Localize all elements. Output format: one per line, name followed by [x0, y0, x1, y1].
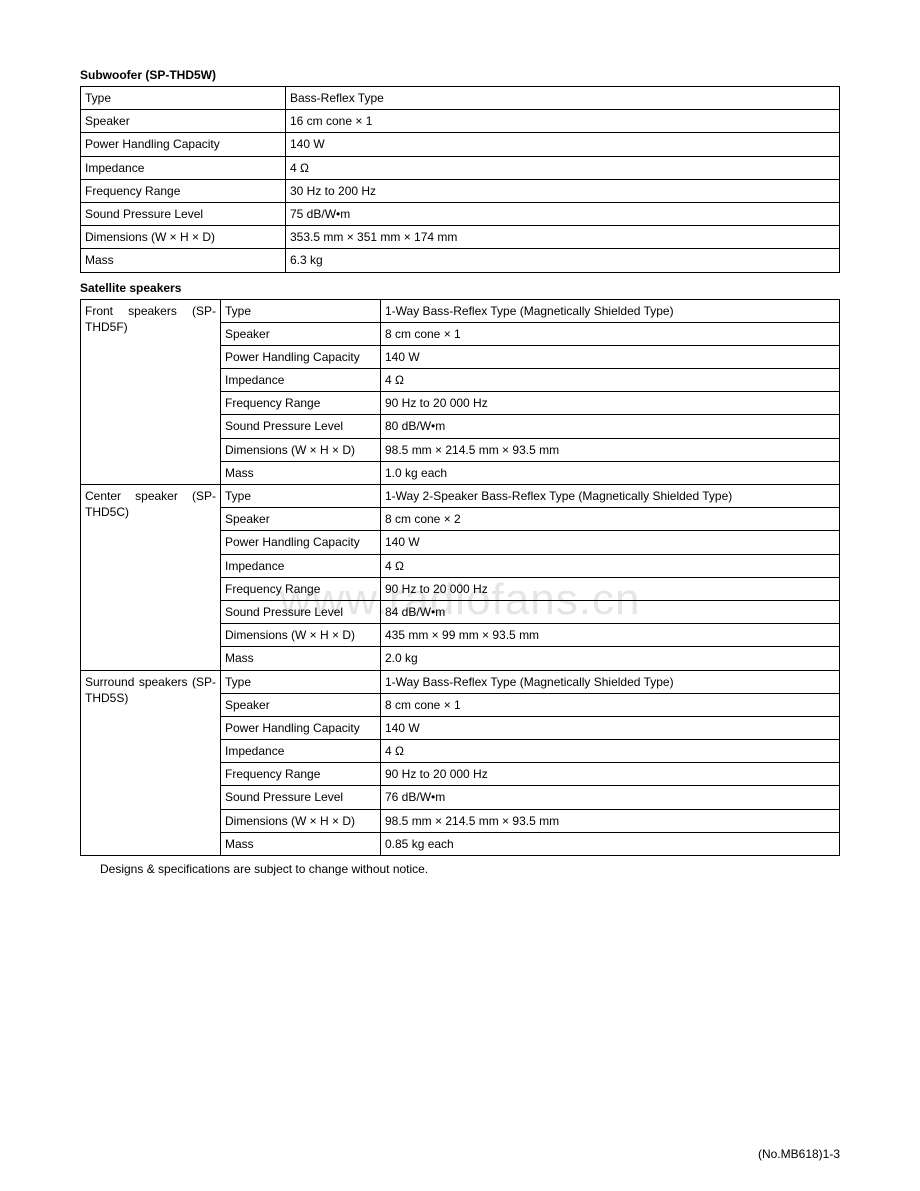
page-number: (No.MB618)1-3: [758, 1147, 840, 1161]
spec-label: Mass: [221, 461, 381, 484]
table-row: Surround speakers (SP-THD5S)Type1-Way Ba…: [81, 670, 840, 693]
spec-label: Type: [81, 87, 286, 110]
spec-label: Sound Pressure Level: [221, 786, 381, 809]
subwoofer-title: Subwoofer (SP-THD5W): [80, 68, 840, 82]
spec-value: 90 Hz to 20 000 Hz: [381, 392, 840, 415]
spec-label: Impedance: [221, 554, 381, 577]
spec-value: 8 cm cone × 2: [381, 508, 840, 531]
spec-label: Power Handling Capacity: [81, 133, 286, 156]
satellite-title: Satellite speakers: [80, 281, 840, 295]
table-row: Power Handling Capacity140 W: [81, 133, 840, 156]
spec-label: Sound Pressure Level: [221, 415, 381, 438]
spec-value: 16 cm cone × 1: [286, 110, 840, 133]
spec-value: 98.5 mm × 214.5 mm × 93.5 mm: [381, 809, 840, 832]
spec-value: 6.3 kg: [286, 249, 840, 272]
spec-value: 140 W: [286, 133, 840, 156]
spec-label: Impedance: [81, 156, 286, 179]
spec-label: Impedance: [221, 369, 381, 392]
spec-value: 76 dB/W•m: [381, 786, 840, 809]
spec-value: 90 Hz to 20 000 Hz: [381, 577, 840, 600]
spec-value: 4 Ω: [381, 740, 840, 763]
spec-value: 8 cm cone × 1: [381, 693, 840, 716]
spec-label: Sound Pressure Level: [81, 202, 286, 225]
spec-label: Speaker: [221, 508, 381, 531]
speaker-group-label: Surround speakers (SP-THD5S): [81, 670, 221, 856]
spec-value: 140 W: [381, 716, 840, 739]
spec-label: Dimensions (W × H × D): [221, 624, 381, 647]
spec-label: Speaker: [221, 322, 381, 345]
spec-value: 75 dB/W•m: [286, 202, 840, 225]
spec-value: 1-Way Bass-Reflex Type (Magnetically Shi…: [381, 299, 840, 322]
subwoofer-table: TypeBass-Reflex TypeSpeaker16 cm cone × …: [80, 86, 840, 273]
spec-value: 435 mm × 99 mm × 93.5 mm: [381, 624, 840, 647]
table-row: Speaker16 cm cone × 1: [81, 110, 840, 133]
table-row: Center speaker (SP-THD5C)Type1-Way 2-Spe…: [81, 485, 840, 508]
spec-value: 1-Way 2-Speaker Bass-Reflex Type (Magnet…: [381, 485, 840, 508]
spec-value: 353.5 mm × 351 mm × 174 mm: [286, 226, 840, 249]
spec-value: 140 W: [381, 531, 840, 554]
spec-value: 2.0 kg: [381, 647, 840, 670]
spec-label: Frequency Range: [81, 179, 286, 202]
spec-label: Frequency Range: [221, 392, 381, 415]
spec-value: 1.0 kg each: [381, 461, 840, 484]
spec-label: Power Handling Capacity: [221, 531, 381, 554]
spec-label: Speaker: [221, 693, 381, 716]
spec-label: Dimensions (W × H × D): [81, 226, 286, 249]
spec-label: Power Handling Capacity: [221, 716, 381, 739]
spec-value: Bass-Reflex Type: [286, 87, 840, 110]
spec-label: Power Handling Capacity: [221, 345, 381, 368]
spec-value: 1-Way Bass-Reflex Type (Magnetically Shi…: [381, 670, 840, 693]
spec-value: 30 Hz to 200 Hz: [286, 179, 840, 202]
spec-value: 80 dB/W•m: [381, 415, 840, 438]
spec-label: Dimensions (W × H × D): [221, 438, 381, 461]
spec-value: 8 cm cone × 1: [381, 322, 840, 345]
table-row: Impedance4 Ω: [81, 156, 840, 179]
speaker-group-label: Front speakers (SP-THD5F): [81, 299, 221, 485]
spec-label: Type: [221, 299, 381, 322]
speaker-group-label: Center speaker (SP-THD5C): [81, 485, 221, 671]
table-row: Mass6.3 kg: [81, 249, 840, 272]
spec-label: Frequency Range: [221, 577, 381, 600]
table-row: Front speakers (SP-THD5F)Type1-Way Bass-…: [81, 299, 840, 322]
spec-value: 84 dB/W•m: [381, 600, 840, 623]
spec-label: Mass: [221, 832, 381, 855]
table-row: Sound Pressure Level75 dB/W•m: [81, 202, 840, 225]
table-row: TypeBass-Reflex Type: [81, 87, 840, 110]
spec-label: Mass: [81, 249, 286, 272]
spec-value: 140 W: [381, 345, 840, 368]
spec-label: Dimensions (W × H × D): [221, 809, 381, 832]
table-row: Frequency Range30 Hz to 200 Hz: [81, 179, 840, 202]
satellite-table: Front speakers (SP-THD5F)Type1-Way Bass-…: [80, 299, 840, 857]
table-row: Dimensions (W × H × D)353.5 mm × 351 mm …: [81, 226, 840, 249]
spec-value: 4 Ω: [381, 554, 840, 577]
spec-label: Type: [221, 485, 381, 508]
spec-label: Type: [221, 670, 381, 693]
spec-label: Mass: [221, 647, 381, 670]
spec-label: Impedance: [221, 740, 381, 763]
spec-value: 4 Ω: [381, 369, 840, 392]
spec-label: Sound Pressure Level: [221, 600, 381, 623]
spec-label: Speaker: [81, 110, 286, 133]
spec-value: 4 Ω: [286, 156, 840, 179]
spec-value: 0.85 kg each: [381, 832, 840, 855]
spec-value: 90 Hz to 20 000 Hz: [381, 763, 840, 786]
spec-label: Frequency Range: [221, 763, 381, 786]
spec-value: 98.5 mm × 214.5 mm × 93.5 mm: [381, 438, 840, 461]
footnote-text: Designs & specifications are subject to …: [100, 862, 840, 876]
